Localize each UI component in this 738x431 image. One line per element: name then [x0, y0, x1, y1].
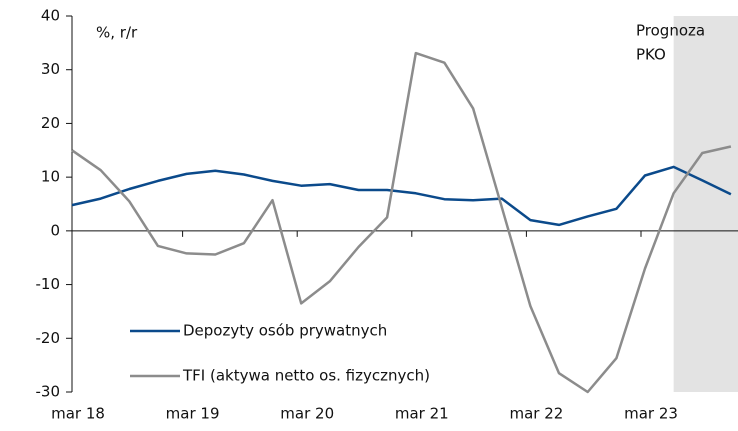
series-line	[71, 165, 732, 227]
series-line	[71, 51, 732, 394]
legend-label: Depozyty osób prywatnych	[183, 322, 387, 340]
annotation: PKO	[636, 46, 666, 64]
y-tick-label: 0	[50, 221, 60, 239]
x-tick-label: mar 20	[280, 405, 334, 423]
x-tick-label: mar 18	[51, 405, 105, 423]
annotation: Prognoza	[636, 22, 705, 40]
forecast-area	[673, 16, 738, 392]
forecast-area	[673, 16, 738, 392]
y-tick-label: -20	[36, 329, 61, 347]
x-tick-label: mar 22	[509, 405, 563, 423]
y-tick-label: -10	[36, 275, 61, 293]
y-tick-label: 30	[41, 60, 60, 78]
y-tick-label: 10	[41, 168, 60, 186]
y-tick-label: 20	[41, 114, 60, 132]
x-tick-label: mar 23	[624, 405, 678, 423]
legend-label: TFI (aktywa netto os. fizycznych)	[182, 367, 430, 385]
unit-label: %, r/r	[96, 24, 138, 42]
x-tick-label: mar 21	[395, 405, 449, 423]
y-tick-label: -30	[36, 383, 61, 401]
y-tick-label: 40	[41, 7, 60, 25]
x-tick-label: mar 19	[166, 405, 220, 423]
